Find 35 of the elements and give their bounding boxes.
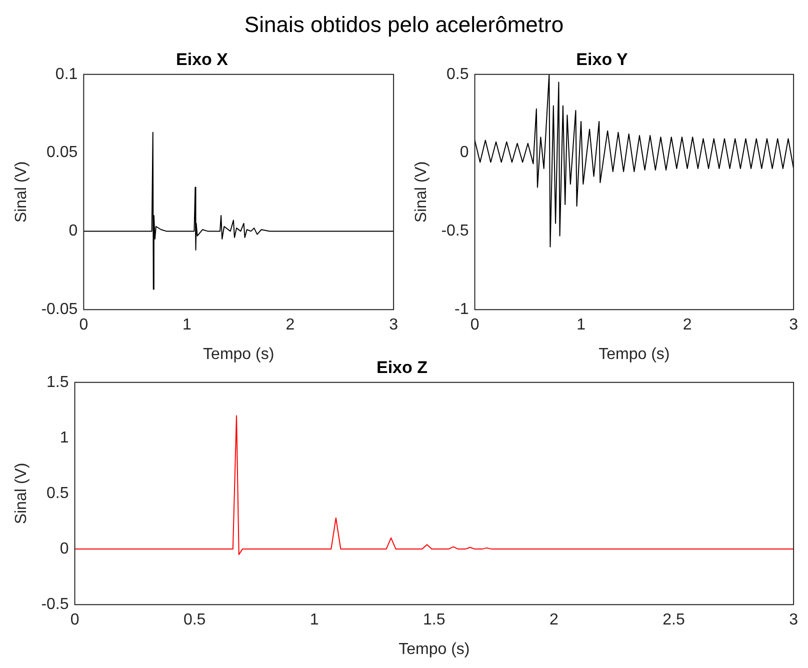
x-tick-label: 1 <box>310 612 319 629</box>
y-axis-title: Sinal (V) <box>13 161 30 223</box>
y-tick-label: 0.1 <box>55 66 78 83</box>
x-tick-label: 0.5 <box>183 612 206 629</box>
chart-title: Eixo Z <box>376 358 428 377</box>
y-axis-title: Sinal (V) <box>413 161 430 223</box>
text: Sinais obtidos pelo acelerômetro <box>243 11 565 38</box>
x-tick-label: 1 <box>182 316 192 334</box>
x-tick-label: 1 <box>576 316 586 334</box>
x-tick-label: 3 <box>789 612 798 629</box>
chart-title: Eixo X <box>176 50 229 69</box>
y-tick-label: -0.05 <box>41 301 78 318</box>
y-tick-label: 1 <box>60 429 69 446</box>
y-tick-label: 0 <box>68 222 78 240</box>
y-tick-label: 0 <box>460 144 469 162</box>
x-tick-label: 3 <box>789 316 798 334</box>
x-tick-label: 2 <box>286 316 295 334</box>
y-tick-label: 1.5 <box>46 374 69 391</box>
x-axis-title: Tempo (s) <box>398 640 470 658</box>
x-tick-label: 2 <box>550 612 559 629</box>
x-tick-label: 2 <box>682 316 692 334</box>
y-tick-label: 0.5 <box>446 66 469 83</box>
y-tick-label: 0 <box>60 540 69 558</box>
x-tick-label: 3 <box>389 316 398 334</box>
x-tick-label: 2.5 <box>662 612 685 629</box>
x-tick-label: 1.5 <box>423 612 446 629</box>
x-axis-title: Tempo (s) <box>203 346 274 363</box>
y-tick-label: 0.05 <box>46 144 78 162</box>
y-tick-label: -0.5 <box>441 222 469 240</box>
y-tick-label: -1 <box>454 301 469 318</box>
y-tick-label: -0.5 <box>41 596 69 614</box>
chart-title: Eixo Y <box>576 50 628 69</box>
x-axis-title: Tempo (s) <box>598 346 670 363</box>
y-axis-title: Sinal (V) <box>13 462 30 524</box>
y-tick-label: 0.5 <box>46 484 69 502</box>
